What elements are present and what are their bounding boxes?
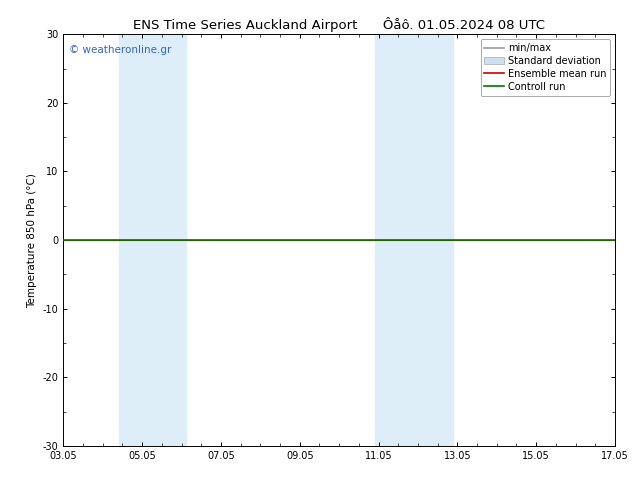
Bar xyxy=(119,34,186,446)
Title: ENS Time Series Auckland Airport      Ôåô. 01.05.2024 08 UTC: ENS Time Series Auckland Airport Ôåô. 01… xyxy=(133,17,545,32)
Legend: min/max, Standard deviation, Ensemble mean run, Controll run: min/max, Standard deviation, Ensemble me… xyxy=(481,39,610,96)
Text: © weatheronline.gr: © weatheronline.gr xyxy=(69,45,171,54)
Y-axis label: Temperature 850 hPa (°C): Temperature 850 hPa (°C) xyxy=(27,172,37,308)
Bar xyxy=(375,34,453,446)
